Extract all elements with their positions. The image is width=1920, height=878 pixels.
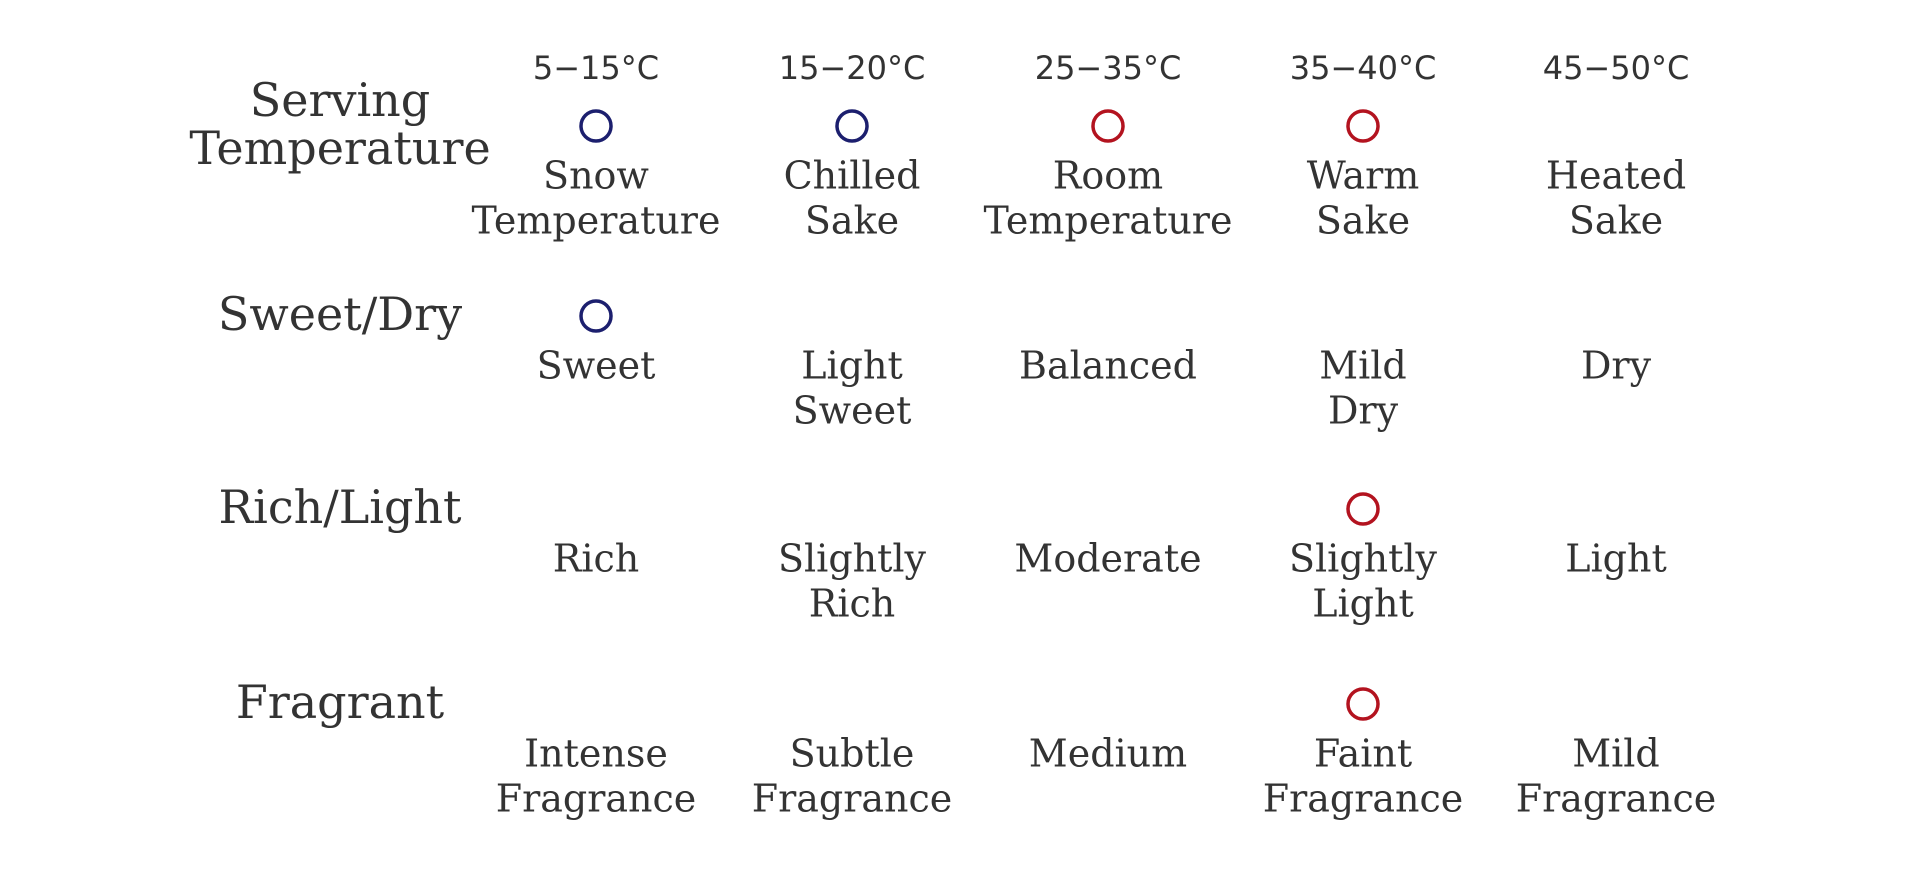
temperature-label: 45−50°C [1543, 49, 1690, 87]
item-label: Dry [1328, 389, 1399, 433]
item-label: Fragrance [496, 777, 697, 821]
item-label: Mild [1572, 732, 1660, 776]
item-label: Snow [543, 154, 649, 198]
marker [1346, 687, 1380, 721]
row-label: Serving [250, 73, 431, 127]
row-label: Rich/Light [218, 480, 462, 534]
item-label: Sake [805, 199, 899, 243]
item-label: Fragrance [1263, 777, 1464, 821]
item-label: Warm [1307, 154, 1420, 198]
item-label: Mild [1319, 344, 1407, 388]
item-label: Heated [1546, 154, 1686, 198]
temperature-label: 35−40°C [1290, 49, 1437, 87]
item-label: Room [1053, 154, 1163, 198]
item-label: Temperature [984, 199, 1233, 243]
row-label: Fragrant [236, 675, 445, 729]
row-label: Sweet/Dry [218, 287, 462, 341]
item-label: Faint [1314, 732, 1412, 776]
item-label: Subtle [790, 732, 915, 776]
temperature-label: 5−15°C [533, 49, 659, 87]
item-label: Chilled [784, 154, 921, 198]
item-label: Sake [1316, 199, 1410, 243]
item-label: Light [1565, 537, 1666, 581]
marker [1346, 492, 1380, 526]
item-label: Intense [524, 732, 668, 776]
marker [1346, 109, 1380, 143]
marker [579, 109, 613, 143]
item-label: Slightly [778, 537, 927, 581]
item-label: Light [801, 344, 902, 388]
item-label: Sake [1569, 199, 1663, 243]
marker [579, 299, 613, 333]
item-label: Rich [809, 582, 896, 626]
item-label: Moderate [1014, 537, 1201, 581]
item-label: Fragrance [752, 777, 953, 821]
item-label: Rich [553, 537, 640, 581]
item-label: Light [1312, 582, 1413, 626]
row-label: Temperature [189, 121, 490, 175]
item-label: Temperature [472, 199, 721, 243]
marker [835, 109, 869, 143]
temperature-label: 15−20°C [779, 49, 926, 87]
item-label: Dry [1581, 344, 1652, 388]
item-label: Fragrance [1516, 777, 1717, 821]
item-label: Sweet [537, 344, 656, 388]
temperature-label: 25−35°C [1035, 49, 1182, 87]
scale-row: ServingTemperature5−15°CSnowTemperature1… [189, 49, 1700, 243]
marker [1091, 109, 1125, 143]
item-label: Sweet [793, 389, 912, 433]
item-label: Slightly [1289, 537, 1438, 581]
item-label: Balanced [1019, 344, 1197, 388]
scale-row: FragrantIntenseFragranceSubtleFragranceM… [236, 675, 1716, 821]
item-label: Medium [1029, 732, 1187, 776]
